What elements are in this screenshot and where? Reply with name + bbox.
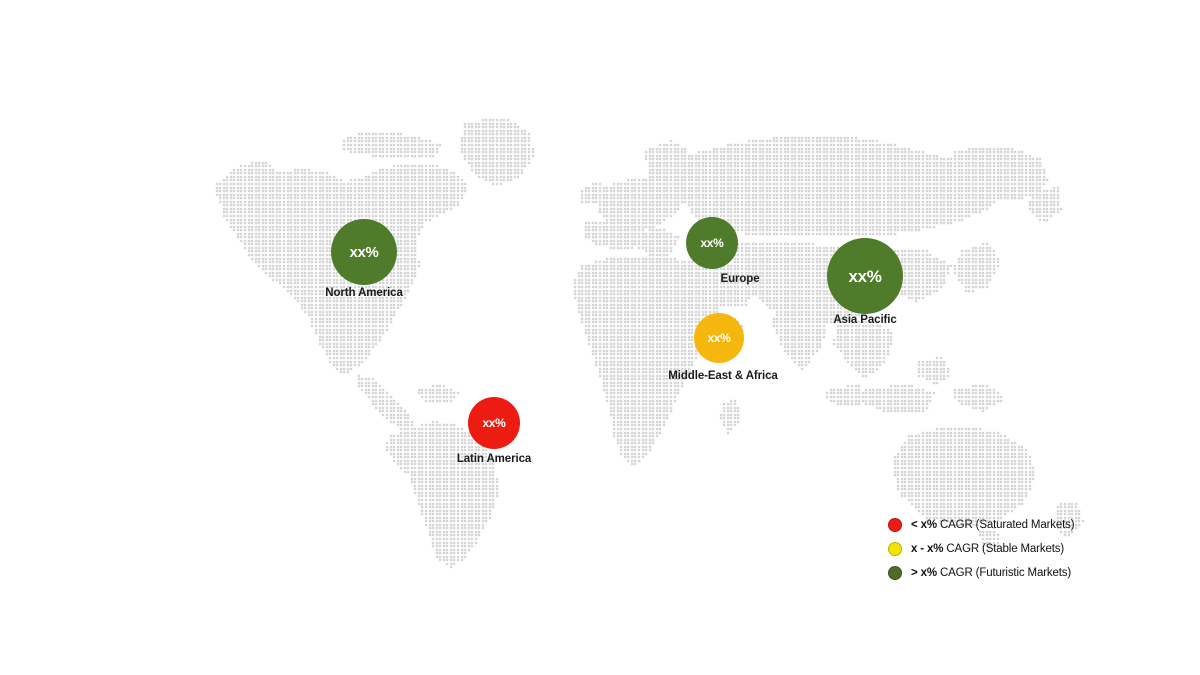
region-bubble-latin-america[interactable]: xx% Latin America (457, 397, 531, 465)
legend-threshold: < x% (911, 519, 937, 531)
legend-item: > x% CAGR (Futuristic Markets) (888, 566, 1074, 580)
legend-label: > x% CAGR (Futuristic Markets) (911, 567, 1071, 579)
region-label: Latin America (456, 453, 532, 465)
bubble-value: xx% (707, 331, 731, 345)
bubble-value: xx% (349, 243, 379, 261)
region-bubble-asia-pacific[interactable]: xx% Asia Pacific (827, 238, 903, 326)
legend-label: x - x% CAGR (Stable Markets) (911, 543, 1064, 555)
region-bubble-middle-east-africa[interactable]: xx% Middle-East & Africa (668, 313, 778, 382)
legend-swatch-icon (888, 542, 902, 556)
region-label: Middle-East & Africa (668, 370, 778, 382)
legend-description: CAGR (Stable Markets) (943, 543, 1065, 555)
bubble-value: xx% (482, 416, 506, 430)
legend-threshold: > x% (911, 567, 937, 579)
legend-threshold: x - x% (911, 543, 944, 555)
legend-description: CAGR (Saturated Markets) (936, 519, 1075, 531)
legend-item: x - x% CAGR (Stable Markets) (888, 542, 1074, 556)
legend: < x% CAGR (Saturated Markets) x - x% CAGR… (888, 518, 1075, 580)
region-bubble-europe[interactable]: xx% Europe (686, 217, 760, 285)
region-label: North America (325, 287, 403, 299)
legend-swatch-icon (888, 518, 902, 532)
region-label: Asia Pacific (833, 314, 897, 326)
bubble-circle: xx% (468, 397, 520, 449)
legend-item: < x% CAGR (Saturated Markets) (888, 518, 1075, 532)
bubble-circle: xx% (827, 238, 903, 314)
region-bubble-north-america[interactable]: xx% North America (325, 219, 403, 299)
bubble-circle: xx% (686, 217, 738, 269)
bubble-value: xx% (848, 266, 882, 286)
bubble-circle: xx% (694, 313, 744, 363)
region-label: Europe (720, 273, 760, 285)
legend-label: < x% CAGR (Saturated Markets) (911, 519, 1075, 531)
legend-description: CAGR (Futuristic Markets) (936, 567, 1072, 579)
bubble-value: xx% (700, 236, 724, 250)
legend-swatch-icon (888, 566, 902, 580)
bubble-circle: xx% (331, 219, 397, 285)
